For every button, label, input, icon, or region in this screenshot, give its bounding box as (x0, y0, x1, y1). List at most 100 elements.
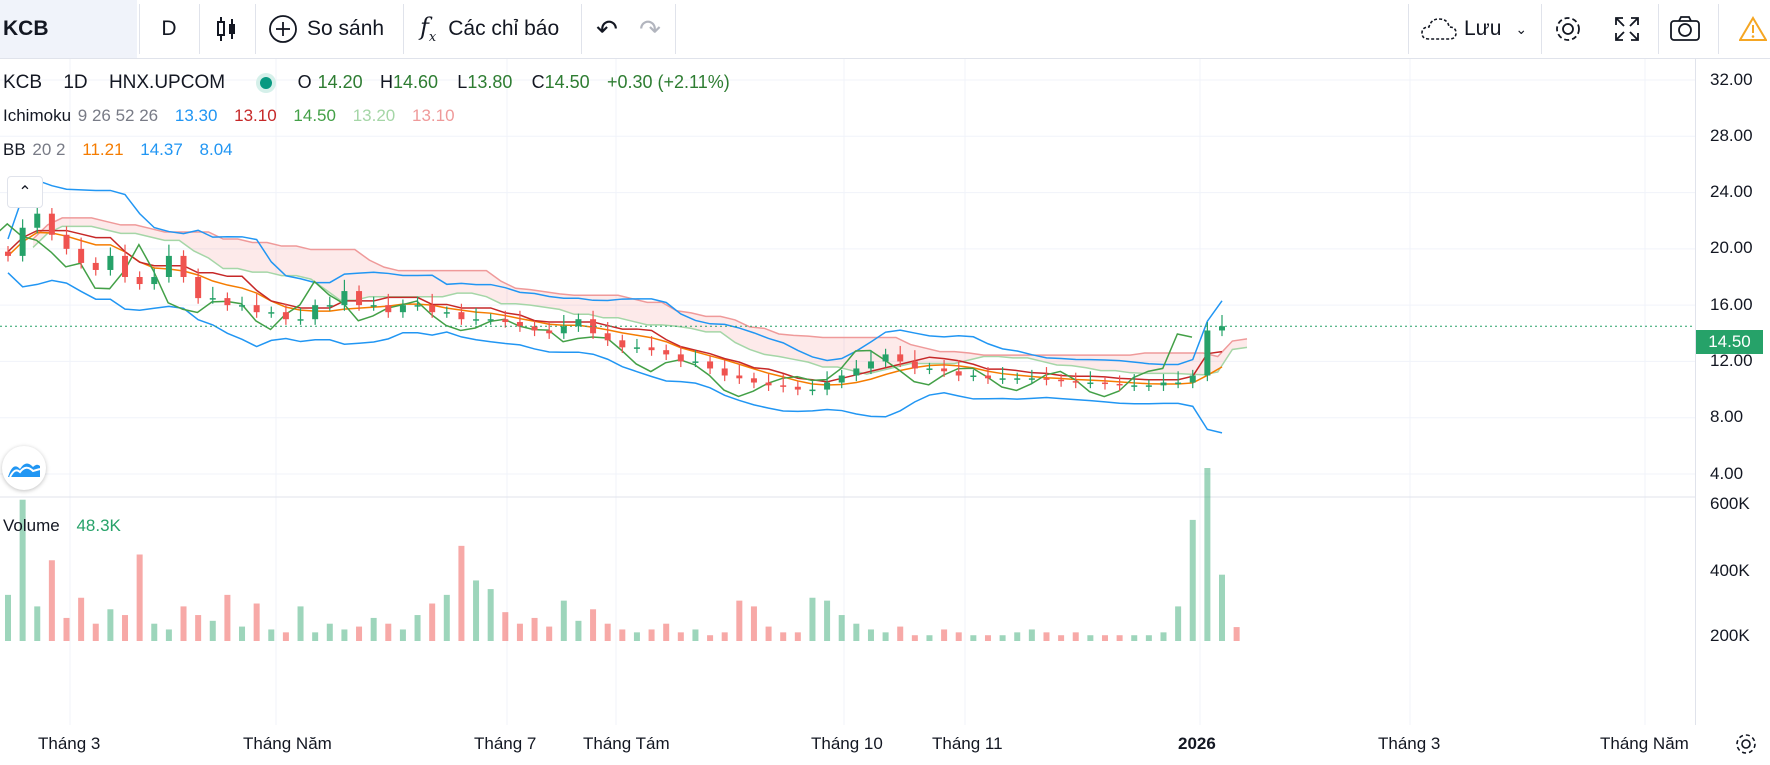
warning-button[interactable] (1738, 0, 1768, 58)
divider (255, 4, 256, 54)
volume-bar (136, 554, 143, 641)
bb-legend[interactable]: BB 20 2 11.21 14.37 8.04 (3, 140, 239, 160)
candle-body (136, 277, 143, 285)
candle-body (1160, 382, 1167, 386)
volume-bar (648, 629, 655, 641)
volume-bar (48, 560, 55, 641)
volume-legend[interactable]: Volume 48.3K (3, 516, 127, 536)
volume-bar (911, 635, 918, 641)
time-axis-label: Tháng 11 (932, 734, 1003, 753)
price-axis-label: 12.00 (1710, 351, 1753, 370)
candle-body (721, 368, 728, 376)
candle-body (1087, 382, 1094, 385)
candle-body (882, 354, 889, 362)
compare-button[interactable]: So sánh (268, 0, 384, 58)
volume-bar (5, 594, 11, 641)
candle-body (546, 330, 553, 334)
save-button[interactable]: Lưu ⌄ (1420, 0, 1527, 58)
price-axis[interactable] (1695, 59, 1770, 725)
settings-button[interactable] (1551, 0, 1585, 58)
volume-bar (1219, 574, 1225, 641)
gear-icon (1556, 17, 1580, 41)
volume-bar (63, 617, 70, 641)
volume-bar (429, 603, 436, 641)
indicators-button[interactable]: fx Các chỉ báo (420, 0, 559, 58)
candle-body (531, 326, 538, 331)
candle-body (692, 361, 699, 363)
symbol-text: KCB (3, 17, 49, 40)
volume-bar (970, 635, 977, 641)
candle-body (809, 389, 816, 392)
candle-body (838, 375, 845, 383)
volume-bar (531, 617, 538, 641)
change-value: +0.30 (+2.11%) (606, 72, 730, 92)
volume-bar (853, 623, 860, 641)
candle-body (955, 371, 962, 376)
volume-bar (604, 623, 611, 641)
candle-body (707, 361, 714, 369)
low-label: L (457, 72, 468, 92)
candle-body (911, 361, 918, 369)
interval-button[interactable]: D (139, 0, 199, 58)
candle-body (1101, 382, 1108, 385)
candle-body (590, 319, 597, 334)
candle-body (239, 305, 246, 307)
volume-bar (165, 629, 172, 641)
screenshot-button[interactable] (1668, 0, 1702, 58)
candle-body (633, 347, 640, 349)
volume-bar (677, 632, 684, 641)
price-axis-label: 8.00 (1710, 407, 1744, 426)
legend-symbol: KCB (3, 72, 43, 93)
candle-body (5, 251, 11, 256)
candle-body (224, 298, 231, 306)
chart-type-button[interactable] (199, 0, 255, 58)
divider (199, 4, 200, 54)
candle-body (897, 354, 904, 362)
gear-icon (1736, 734, 1756, 754)
candle-body (1058, 379, 1065, 382)
collapse-legend-button[interactable]: ⌃ (7, 176, 43, 208)
bb-name: BB (3, 140, 26, 159)
volume-bar (458, 545, 465, 641)
volume-bar (560, 600, 567, 641)
save-label: Lưu (1464, 17, 1502, 40)
volume-axis-label: 600K (1710, 494, 1750, 513)
undo-button[interactable]: ↶ (593, 0, 621, 58)
bb-basis-value: 11.21 (82, 140, 124, 159)
candle-body (648, 347, 655, 351)
volume-bar (1160, 632, 1167, 641)
bb-basis-line (7, 231, 1223, 386)
volume-bar (107, 609, 114, 641)
symbol-search[interactable]: KCB (0, 0, 137, 58)
redo-button[interactable]: ↷ (636, 0, 664, 58)
fullscreen-button[interactable] (1610, 0, 1644, 58)
volume-bar (663, 623, 670, 641)
interval-label: D (161, 17, 177, 40)
candle-body (750, 378, 757, 383)
candle-body (853, 368, 860, 376)
candle-body (107, 255, 114, 270)
volume-bar (1058, 635, 1065, 641)
volume-bar (984, 635, 991, 641)
candle-body (122, 255, 129, 277)
ichimoku-params: 9 26 52 26 (77, 106, 159, 125)
volume-bar (546, 626, 553, 641)
time-axis-label: Tháng Năm (1600, 734, 1689, 753)
price-chart[interactable] (0, 59, 1695, 725)
candle-body (78, 248, 85, 263)
volume-bar (34, 606, 41, 641)
candle-body (443, 312, 450, 314)
candle-body (560, 326, 567, 334)
candle-body (619, 340, 626, 348)
ichimoku-span-b (32, 217, 1248, 358)
ichimoku-legend[interactable]: Ichimoku 9 26 52 26 13.30 13.10 14.50 13… (3, 106, 461, 126)
axis-settings-button[interactable] (1733, 731, 1759, 762)
candle-body (92, 262, 99, 270)
tradingview-logo[interactable] (2, 446, 46, 490)
candle-body (926, 368, 933, 370)
candle-body (575, 319, 582, 327)
candle-body (385, 305, 392, 313)
price-axis-label: 20.00 (1710, 238, 1753, 257)
volume-bar (268, 629, 275, 641)
price-axis-label: 24.00 (1710, 182, 1753, 201)
